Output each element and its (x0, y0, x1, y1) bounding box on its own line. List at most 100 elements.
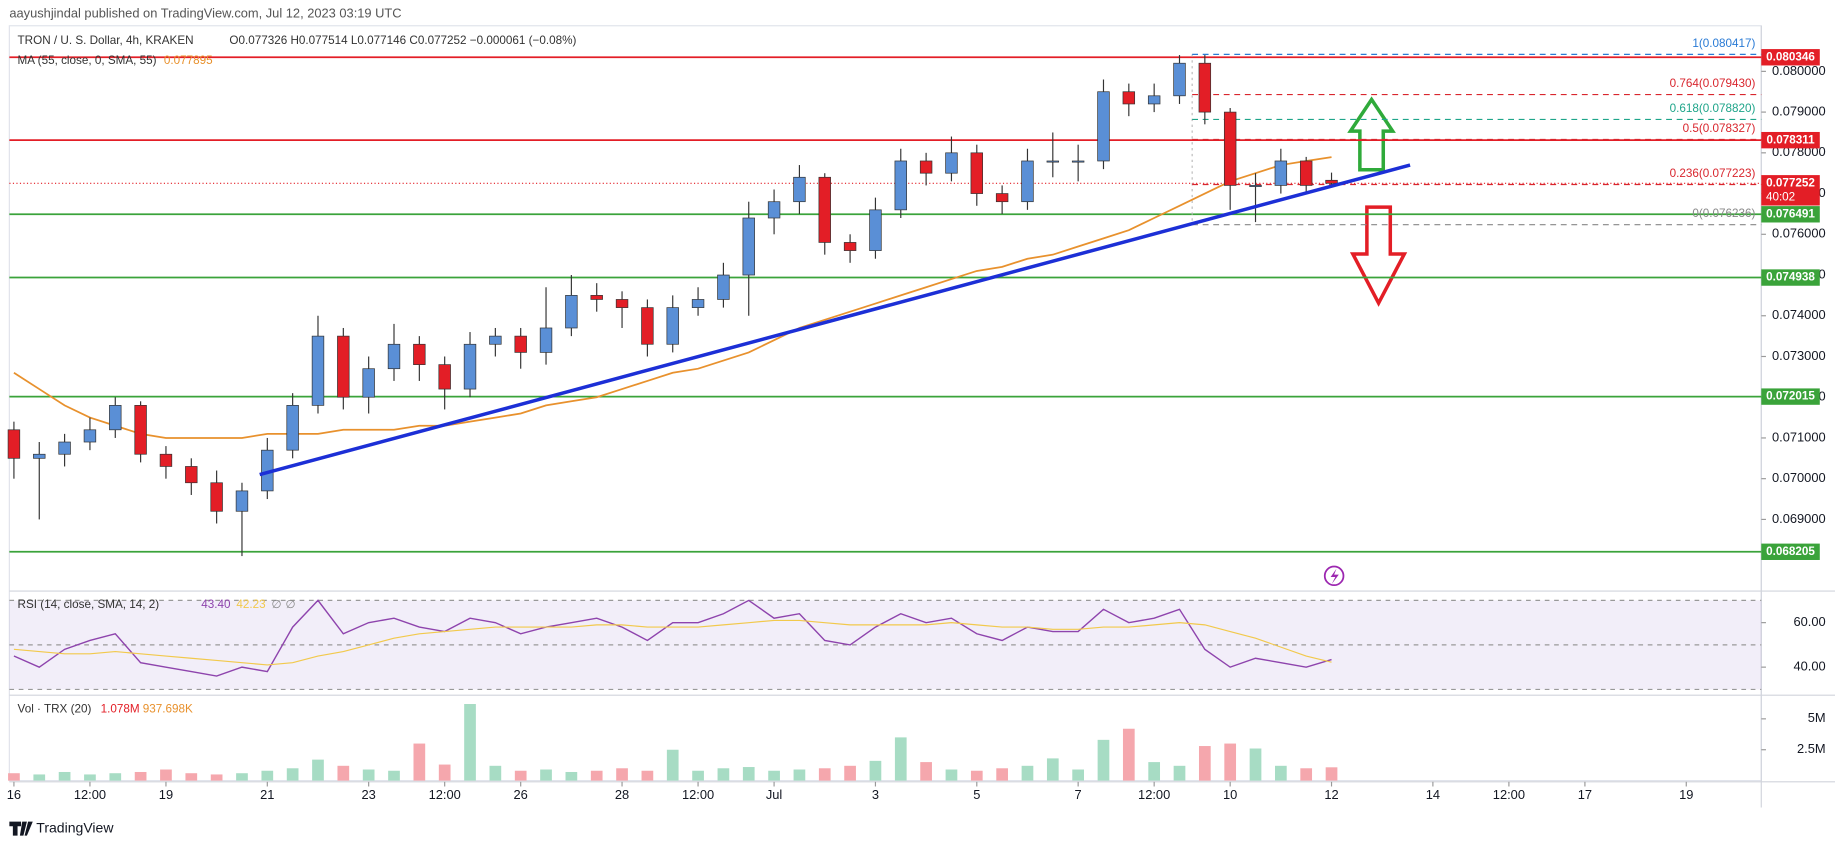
price-level-label: 0.074938 (1766, 271, 1815, 284)
volume-bar (1021, 765, 1034, 781)
candle-body (1198, 62, 1212, 113)
candle-body (109, 405, 122, 431)
y-tick-label: 0.074000 (1772, 307, 1826, 322)
volume-bar (58, 771, 71, 781)
rsi-line (13, 599, 1332, 677)
volume-bar (742, 767, 755, 781)
volume-bar (84, 774, 96, 781)
volume-bar (388, 770, 400, 781)
last-price-tag (1761, 175, 1820, 206)
candle-body (1097, 91, 1110, 162)
candle-body (438, 364, 451, 390)
rsi-line (13, 619, 1332, 666)
candle-body (691, 299, 705, 308)
candle-body (641, 307, 654, 345)
fib-label: 0.5(0.078327) (1683, 122, 1756, 135)
volume-bar (970, 770, 983, 781)
moving-average (13, 156, 1332, 439)
candle-body (1249, 185, 1262, 187)
candle-body (1299, 160, 1313, 186)
price-level-tag (1761, 388, 1820, 405)
volume-bar (1122, 728, 1135, 781)
candle-body (489, 335, 502, 345)
fib-label: 0.764(0.079430) (1670, 77, 1756, 90)
header: aayushjindal published on TradingView.co… (9, 5, 401, 20)
rsi-legend-value: 43.40 (201, 598, 231, 611)
candle-body (83, 429, 97, 443)
volume-bar (869, 760, 882, 781)
price-level-label: 0.080346 (1766, 50, 1815, 63)
candle-body (33, 453, 46, 459)
price-level-tag (1761, 206, 1820, 223)
candle-body (337, 335, 350, 398)
volume-bar (641, 770, 654, 781)
price-level-tag (1761, 131, 1820, 149)
candle-body (1274, 160, 1288, 186)
candle-body (134, 405, 147, 455)
x-tick-label: 19 (159, 787, 173, 802)
price-level-label: 0.072015 (1766, 390, 1815, 403)
volume-bar (185, 773, 198, 781)
volume-bar (134, 771, 147, 781)
x-tick-label: 5 (973, 787, 980, 802)
candle-body (919, 160, 933, 174)
price-level-tag (1761, 543, 1820, 560)
y-tick-label: 5M (1808, 710, 1826, 725)
volume-bar (565, 771, 578, 781)
volume-bar (1325, 767, 1338, 781)
volume-bar (109, 773, 122, 781)
y-tick-label: 0.071000 (1772, 429, 1826, 444)
x-tick-label: 12:00 (429, 787, 461, 802)
y-tick-label: 40.00 (1793, 659, 1825, 674)
candle-body (362, 368, 375, 398)
candle-body (1147, 95, 1161, 105)
fib-label: 0(0.076236) (1692, 207, 1755, 220)
candle-body (311, 335, 325, 406)
volume-bar (666, 749, 679, 781)
candle-body (970, 152, 983, 194)
volume-bar (1224, 743, 1237, 781)
candle-body (7, 429, 21, 459)
candle-body (185, 466, 198, 484)
candle-body (159, 453, 173, 467)
volume-bar (768, 770, 780, 781)
volume-bar (818, 768, 831, 781)
volume-bar (1300, 768, 1313, 781)
rsi-legend: RSI (14, close, SMA, 14, 2) (18, 598, 160, 611)
y-tick-label: 0.073000 (1772, 348, 1826, 363)
volume-bar (1198, 746, 1211, 781)
volume-bar (996, 768, 1008, 781)
fib-label: 0.236(0.077223) (1670, 167, 1756, 180)
alert-icon[interactable] (1323, 565, 1345, 587)
candle-body (1021, 160, 1034, 203)
rsi-legend-value: ∅ (272, 598, 282, 611)
candle-body (210, 482, 223, 512)
x-tick-label: 21 (260, 787, 274, 802)
candle-body (58, 441, 71, 455)
volume-bar (464, 704, 476, 781)
price-level-label: 0.078311 (1766, 133, 1815, 146)
price-level-tag (1761, 269, 1820, 286)
y-tick-label: 60.00 (1793, 614, 1825, 629)
volume-bar (1173, 765, 1186, 781)
volume-bar (236, 773, 248, 781)
y-tick-label: 0.069000 (1772, 511, 1826, 526)
volume-bar (920, 762, 932, 781)
candle-body (235, 490, 249, 512)
volume-bar (286, 768, 299, 781)
candle-body (945, 152, 958, 174)
fib-label: 1(0.080417) (1692, 37, 1755, 50)
x-tick-label: 12:00 (682, 787, 714, 802)
x-tick-label: 19 (1679, 787, 1693, 802)
candle-body (1223, 111, 1237, 186)
volume-legend-value: 937.698K (143, 702, 193, 715)
legend-ma: MA (55, close, 0, SMA, 55) (18, 54, 157, 67)
y-tick-label: 0.076000 (1772, 226, 1826, 241)
volume-bar (8, 773, 20, 781)
volume-bar (337, 765, 350, 781)
x-tick-label: 12:00 (1138, 787, 1170, 802)
candle-body (387, 343, 401, 370)
volume-bar (1046, 758, 1059, 781)
candle-body (767, 201, 781, 219)
